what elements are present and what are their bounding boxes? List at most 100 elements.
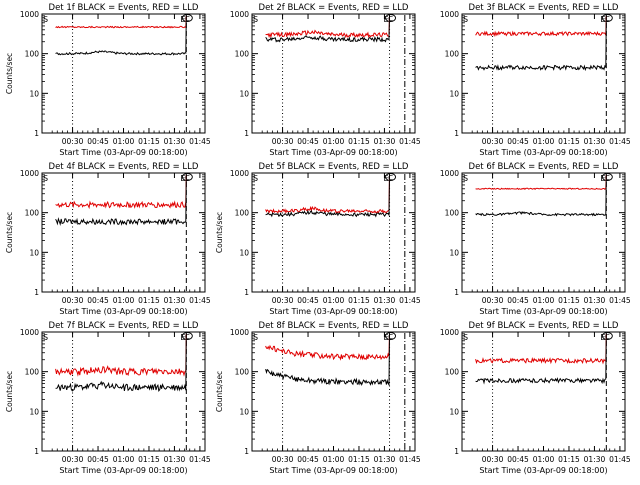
marker-circle (181, 332, 193, 340)
y-tick-label: 10 (29, 248, 39, 257)
y-tick-label: 1000 (230, 169, 249, 178)
series-line-events (475, 333, 607, 385)
x-tick-label: 01:30 (584, 296, 606, 305)
y-tick-label: 10 (449, 89, 459, 98)
marker-circle (601, 332, 613, 340)
x-tick-label: 01:45 (399, 296, 421, 305)
panel-det-2: Det 2f BLACK = Events, RED = LLD Start Ti… (230, 3, 421, 157)
x-tick-label: 00:30 (482, 296, 504, 305)
y-tick-label: 1000 (20, 10, 39, 19)
y-tick-label: 1000 (440, 328, 459, 337)
x-tick-label: 01:15 (558, 455, 580, 464)
x-tick-label: 01:00 (113, 296, 135, 305)
y-tick-label: 1000 (230, 328, 249, 337)
x-axis-label: Start Time (03-Apr-09 00:18:00) (269, 307, 397, 316)
x-tick-label: 01:00 (533, 455, 555, 464)
x-tick-label: 01:00 (533, 296, 555, 305)
x-axis-label: Start Time (03-Apr-09 00:18:00) (59, 307, 187, 316)
panel-det-1: Det 1f BLACK = Events, RED = LLD Counts/s… (5, 3, 211, 157)
y-tick-label: 1000 (230, 10, 249, 19)
y-tick-label: 1000 (440, 169, 459, 178)
series-line-events (265, 174, 390, 218)
marker-start: S (43, 174, 48, 183)
series-line-lld (55, 333, 187, 377)
marker-circle (181, 14, 193, 22)
panel-det-7: Det 7f BLACK = Events, RED = LLD Counts/s… (5, 321, 211, 475)
plot-frame (251, 13, 416, 134)
panel-title: Det 2f BLACK = Events, RED = LLD (259, 3, 409, 13)
marker-start: S (253, 15, 258, 24)
marker-circle (385, 173, 396, 181)
y-tick-label: 1 (454, 129, 459, 138)
panel-title: Det 1f BLACK = Events, RED = LLD (49, 3, 199, 13)
plot-frame (41, 13, 206, 134)
plot-frame (41, 331, 206, 452)
marker-c: C (388, 174, 393, 182)
marker-start: S (463, 333, 468, 342)
x-tick-label: 01:45 (609, 137, 631, 146)
x-tick-label: 01:15 (348, 455, 370, 464)
x-tick-label: 01:15 (558, 296, 580, 305)
x-tick-label: 00:30 (272, 455, 294, 464)
x-axis-label: Start Time (03-Apr-09 00:18:00) (479, 148, 607, 157)
x-tick-label: 01:00 (113, 455, 135, 464)
x-tick-label: 01:00 (533, 137, 555, 146)
y-tick-label: 1 (34, 129, 39, 138)
series-line-lld (475, 333, 607, 365)
y-tick-label: 1 (244, 288, 249, 297)
x-tick-label: 01:45 (189, 455, 211, 464)
marker-start: S (43, 15, 48, 24)
y-tick-label: 100 (235, 209, 250, 218)
marker-start: S (253, 333, 258, 342)
y-tick-label: 100 (445, 50, 460, 59)
x-axis-label: Start Time (03-Apr-09 00:18:00) (479, 466, 607, 475)
marker-c: C (605, 174, 610, 182)
series-line-lld (265, 174, 390, 215)
x-axis-label: Start Time (03-Apr-09 00:18:00) (269, 148, 397, 157)
x-tick-label: 01:45 (399, 137, 421, 146)
y-tick-label: 1 (244, 129, 249, 138)
x-tick-label: 01:15 (138, 455, 160, 464)
panel-det-4: Det 4f BLACK = Events, RED = LLD Counts/s… (5, 162, 211, 316)
marker-start: S (43, 333, 48, 342)
marker-c: C (388, 333, 393, 341)
y-tick-label: 1 (34, 447, 39, 456)
y-axis-label: Counts/sec (5, 53, 14, 94)
x-tick-label: 01:30 (584, 455, 606, 464)
x-tick-label: 00:30 (62, 455, 84, 464)
x-tick-label: 01:45 (189, 137, 211, 146)
plot-frame (461, 331, 626, 452)
y-tick-label: 100 (445, 209, 460, 218)
y-tick-label: 100 (235, 368, 250, 377)
y-axis-label: Counts/sec (215, 371, 224, 412)
x-axis-label: Start Time (03-Apr-09 00:18:00) (59, 148, 187, 157)
x-axis-label: Start Time (03-Apr-09 00:18:00) (59, 466, 187, 475)
marker-c: C (605, 333, 610, 341)
panel-title: Det 4f BLACK = Events, RED = LLD (49, 162, 199, 172)
series-line-events (265, 15, 390, 43)
y-tick-label: 10 (449, 248, 459, 257)
marker-start: S (253, 174, 258, 183)
y-tick-label: 10 (29, 89, 39, 98)
y-tick-label: 10 (239, 248, 249, 257)
marker-c: C (605, 15, 610, 23)
x-tick-label: 00:30 (482, 455, 504, 464)
x-tick-label: 01:45 (609, 296, 631, 305)
series-line-lld (265, 15, 390, 39)
panel-title: Det 7f BLACK = Events, RED = LLD (49, 321, 199, 331)
x-tick-label: 01:30 (164, 455, 186, 464)
y-tick-label: 1 (244, 447, 249, 456)
y-axis-label: Counts/sec (215, 212, 224, 253)
panel-title: Det 3f BLACK = Events, RED = LLD (469, 3, 619, 13)
y-tick-label: 10 (239, 89, 249, 98)
x-tick-label: 00:45 (507, 137, 529, 146)
x-tick-label: 00:45 (297, 455, 319, 464)
panel-det-8: Det 8f BLACK = Events, RED = LLD Counts/s… (215, 321, 421, 475)
x-tick-label: 01:30 (374, 296, 396, 305)
x-tick-label: 00:30 (62, 137, 84, 146)
marker-circle (181, 173, 193, 181)
series-line-events (55, 174, 187, 227)
x-tick-label: 01:15 (138, 296, 160, 305)
